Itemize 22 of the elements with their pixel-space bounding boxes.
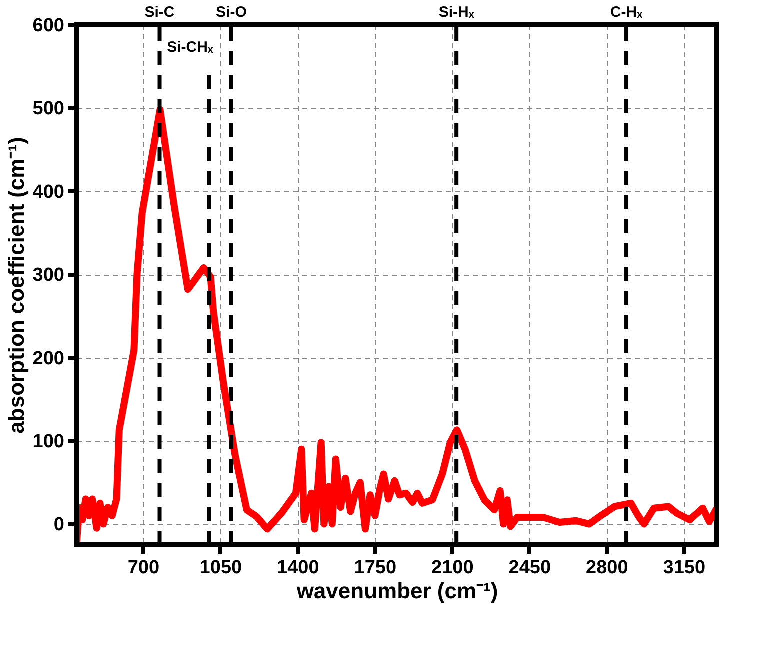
x-tick-label: 3150	[663, 558, 706, 578]
y-tick-label: 300	[32, 265, 64, 286]
ref-line-label: Si-Hₓ	[438, 4, 475, 21]
y-tick-label: 0	[54, 514, 64, 536]
x-axis-title: wavenumber (cm⁻¹)	[296, 578, 498, 604]
y-axis-title: absorption coefficient (cm⁻¹)	[4, 137, 29, 434]
ref-line-label: Si-CHₓ	[167, 39, 214, 56]
ref-line-label: C-Hₓ	[610, 4, 644, 21]
x-tick-label: 1750	[354, 558, 397, 578]
x-tick-label: 700	[128, 558, 160, 578]
y-tick-label: 100	[32, 432, 64, 452]
x-tick-label: 1050	[200, 558, 242, 578]
ref-line-label: Si-O	[216, 4, 248, 21]
y-tick-label: 200	[32, 348, 64, 370]
x-tick-label: 2450	[508, 558, 552, 578]
y-tick-label: 500	[32, 98, 64, 120]
ref-line-label: Si-C	[144, 4, 175, 21]
x-tick-label: 2800	[586, 558, 628, 578]
y-tick-label: 600	[32, 16, 64, 36]
x-tick-label: 2100	[432, 558, 474, 578]
y-tick-label: 400	[32, 182, 64, 203]
x-tick-label: 1400	[277, 558, 320, 578]
